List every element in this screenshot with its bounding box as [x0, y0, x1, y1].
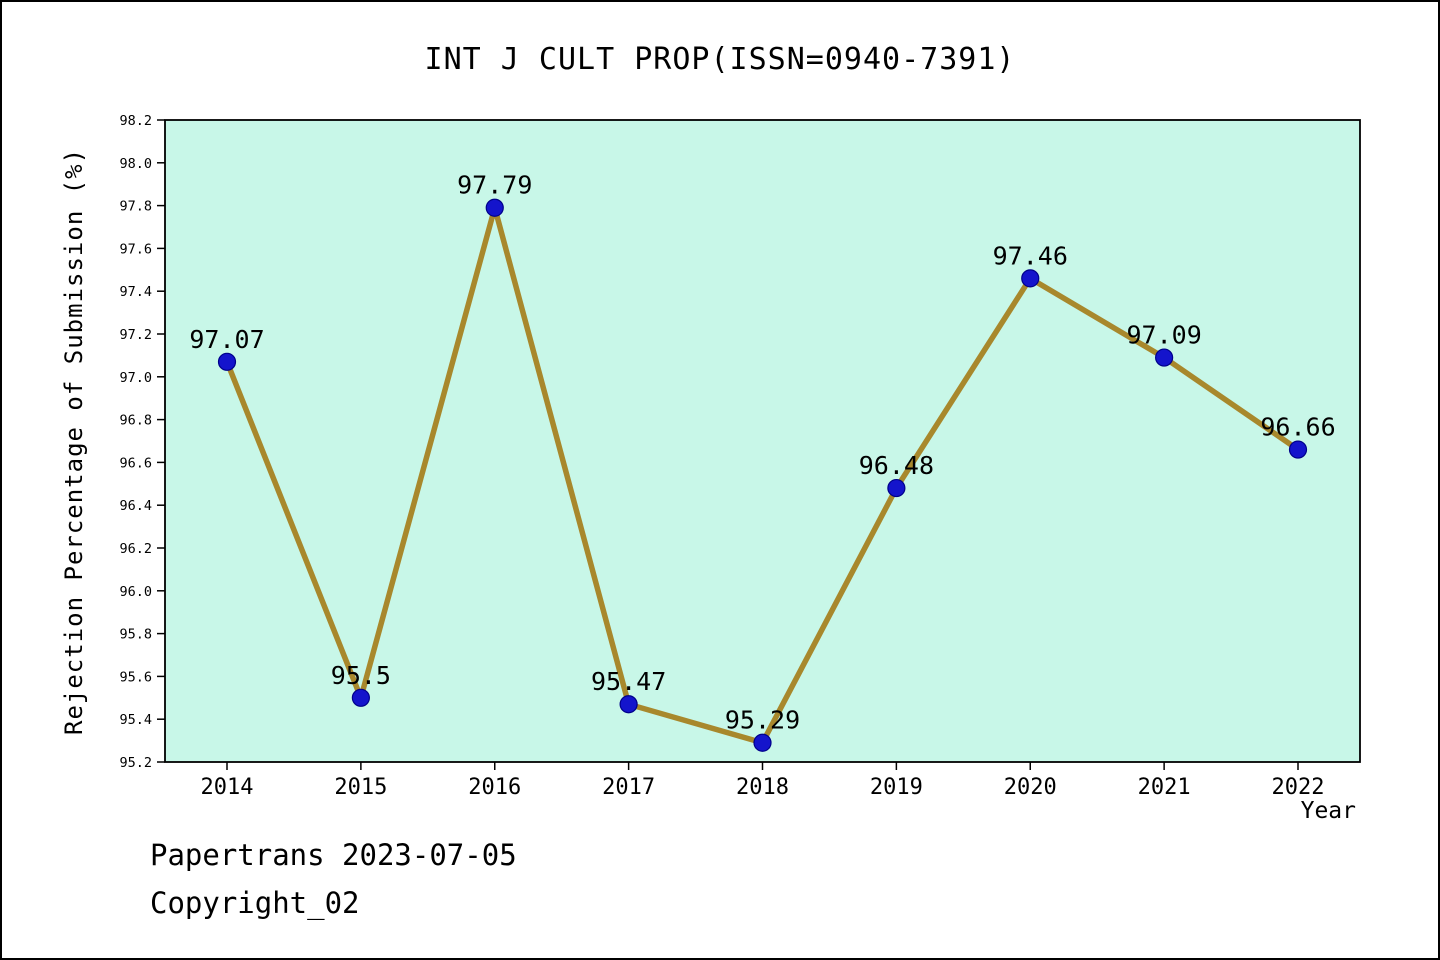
chart-title: INT J CULT PROP(ISSN=0940-7391): [424, 42, 1016, 77]
y-tick-label: 97.4: [119, 284, 152, 300]
data-point: [1021, 269, 1040, 288]
data-point-label: 97.79: [457, 171, 532, 200]
data-point-label: 97.09: [1126, 321, 1201, 350]
data-point-label: 95.47: [591, 667, 666, 696]
y-tick-label: 97.8: [119, 199, 152, 215]
data-point: [619, 695, 638, 714]
y-tick-label: 95.4: [119, 712, 152, 728]
data-point-label: 97.07: [189, 325, 264, 354]
y-tick-label: 96.2: [119, 541, 152, 557]
x-tick-label: 2021: [1138, 775, 1191, 800]
y-tick-label: 96.4: [119, 498, 152, 514]
x-tick-label: 2015: [334, 775, 387, 800]
x-tick-label: 2017: [602, 775, 655, 800]
data-point-label: 97.46: [993, 241, 1068, 270]
data-point: [1288, 440, 1308, 459]
footer-copyright: Copyright_02: [150, 886, 360, 920]
data-point: [485, 198, 504, 217]
y-tick-label: 96.8: [119, 413, 152, 429]
data-point: [753, 733, 772, 752]
x-tick-label: 2014: [201, 775, 254, 800]
data-point: [217, 352, 237, 371]
x-tick-label: 2018: [736, 775, 789, 800]
data-point: [351, 688, 370, 707]
y-tick-label: 95.6: [119, 669, 152, 685]
x-tick-label: 2016: [468, 775, 521, 800]
y-tick-label: 96.0: [119, 584, 152, 600]
data-point-label: 96.66: [1260, 413, 1335, 442]
y-tick-label: 97.0: [119, 370, 152, 386]
plot-area: [164, 119, 1361, 763]
x-tick-label: 2020: [1004, 775, 1057, 800]
data-point-label: 95.5: [331, 661, 391, 690]
data-point: [1155, 348, 1174, 367]
x-tick-label: 2019: [870, 775, 923, 800]
y-tick-label: 97.6: [119, 241, 152, 257]
y-tick-label: 97.2: [119, 327, 152, 343]
y-tick-label: 98.2: [119, 113, 152, 129]
data-point-label: 96.48: [859, 451, 934, 480]
data-point: [887, 478, 906, 498]
x-axis-label: Year: [1300, 798, 1356, 824]
data-point-label: 95.29: [725, 706, 800, 735]
y-tick-label: 98.0: [119, 156, 152, 172]
y-tick-label: 96.6: [119, 455, 152, 471]
footer-source-date: Papertrans 2023-07-05: [150, 838, 517, 872]
x-tick-label: 2022: [1272, 775, 1325, 800]
y-tick-label: 95.2: [119, 755, 152, 771]
y-tick-label: 95.8: [119, 627, 152, 643]
